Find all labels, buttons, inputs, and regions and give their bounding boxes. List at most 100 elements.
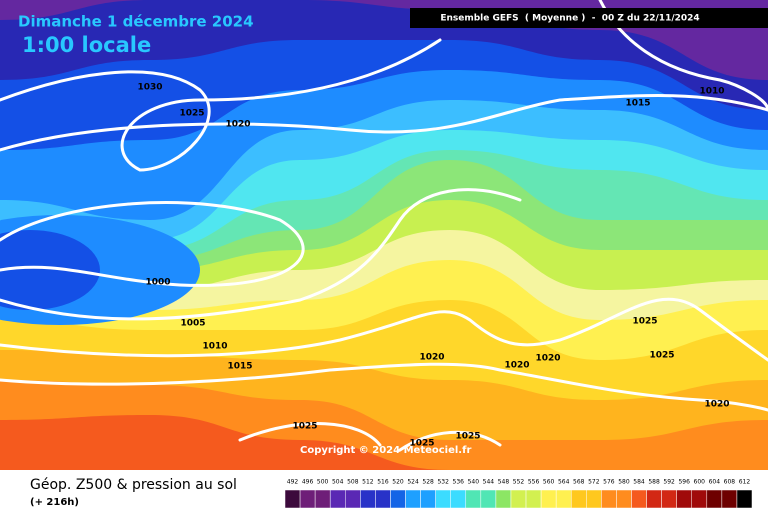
scale-label: 556 [528,479,540,486]
scale-swatch [631,489,647,509]
scale-label: 548 [498,479,510,486]
scale-swatch [540,489,557,509]
isobar-label: 1005 [180,319,205,329]
isobar-label: 1020 [535,354,560,364]
scale-swatch [646,489,662,509]
scale-label: 588 [648,479,660,486]
isobar [238,422,502,452]
isobar-label: 1020 [225,120,250,130]
scale-label: 592 [663,479,675,486]
scale-label: 524 [407,479,419,486]
isobar-label: 1025 [455,432,480,442]
isobar-label: 1000 [145,278,170,288]
scale-label: 608 [724,479,736,486]
isobar [0,297,768,362]
isobar-label: 1015 [227,362,252,372]
isobar-label: 1020 [504,361,529,371]
scale-swatch [586,489,602,509]
scale-label: 520 [392,479,404,486]
isobar [0,188,522,321]
scale-label: 492 [287,479,299,486]
scale-label: 544 [483,479,495,486]
isobar-label: 1025 [179,109,204,119]
scale-label: 564 [558,479,570,486]
scale-label: 600 [694,479,706,486]
footer-title: Géop. Z500 & pression au sol [30,477,237,493]
isobar-label: 1025 [649,351,674,361]
scale-swatch [284,489,301,509]
scale-swatch [405,489,421,509]
isobar-label: 1030 [137,83,162,93]
scale-swatch [510,489,527,509]
scale-label: 612 [739,479,751,486]
isobar-labels: 1030102510201015101010001005101010151020… [137,83,729,449]
scale-label: 568 [573,479,585,486]
scale-swatch [676,489,692,509]
scale-label: 552 [513,479,525,486]
scale-swatch [465,489,482,509]
scale-swatch [435,489,451,509]
scale-swatch [661,489,677,509]
isobar [0,38,442,172]
scale-swatch [525,489,542,509]
scale-label: 504 [332,479,344,486]
isobar-label: 1025 [632,317,657,327]
scale-label: 500 [317,479,329,486]
isobars [0,0,768,452]
isobar-label: 1020 [419,353,444,363]
scale-label: 584 [633,479,645,486]
scale-swatch [450,489,467,509]
scale-swatch [570,489,587,509]
scale-swatch [706,489,723,509]
scale-swatch [390,489,406,509]
scale-swatch [601,489,617,509]
scale-swatch [360,489,376,509]
scale-label: 516 [377,479,389,486]
scale-label: 560 [543,479,555,486]
scale-swatch [299,489,316,509]
lead-time: (+ 216h) [30,497,79,508]
color-scale: 492 496 500 504 508 512 516 520 524 528 532 536 540 5… [284,479,753,509]
scale-swatch [345,489,361,509]
isobar-label: 1020 [704,400,729,410]
scale-label: 576 [603,479,615,486]
scale-swatch [480,489,497,509]
isobar [0,362,768,412]
scale-swatch [495,489,512,509]
trough [0,230,100,310]
isobar-label: 1015 [625,99,650,109]
scale-label: 528 [422,479,434,486]
scale-swatch [691,489,708,509]
scale-swatch [329,489,346,509]
model-run: Ensemble GEFS ( Moyenne ) - 00 Z du 22/1… [440,14,699,24]
scale-label: 572 [588,479,600,486]
local-time: 1:00 locale [22,33,151,57]
scale-swatch [736,489,753,509]
scale-label: 496 [302,479,314,486]
isobar-label: 1010 [202,342,227,352]
scale-label: 512 [362,479,374,486]
scale-label: 580 [618,479,630,486]
scale-label: 596 [678,479,690,486]
map-date: Dimanche 1 décembre 2024 [18,13,254,31]
height-bands [0,0,768,480]
isobar [0,201,305,287]
isobar-label: 1025 [292,422,317,432]
copyright: Copyright © 2024 Meteociel.fr [300,445,471,456]
scale-swatch [420,489,436,509]
scale-swatch [375,489,391,509]
scale-label: 532 [437,479,449,486]
scale-label: 536 [453,479,465,486]
scale-swatch [314,489,331,509]
isobar-label: 1010 [699,87,724,97]
scale-label: 540 [468,479,480,486]
scale-swatch [616,489,632,509]
header-box [410,8,768,28]
scale-swatch [721,489,738,509]
scale-label: 508 [347,479,359,486]
scale-swatch [555,489,572,509]
isobar [0,94,768,152]
isobar-label: 1025 [409,439,434,449]
scale-label: 604 [709,479,721,486]
